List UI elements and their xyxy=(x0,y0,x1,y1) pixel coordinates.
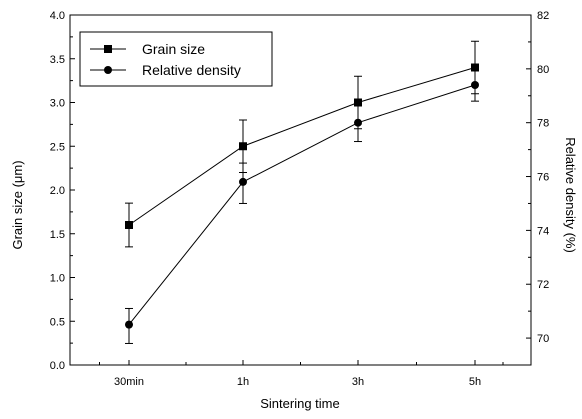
y-right-tick-label: 74 xyxy=(537,225,549,237)
y-right-tick-label: 80 xyxy=(537,64,549,76)
legend-marker-square xyxy=(104,45,112,53)
data-point-circle xyxy=(239,177,247,186)
data-point-circle xyxy=(354,118,362,127)
legend-box xyxy=(79,31,273,87)
y-right-tick-label: 76 xyxy=(537,172,549,184)
data-point-square xyxy=(239,142,247,151)
legend: Grain size Relative density xyxy=(79,31,273,87)
legend-label-grain-size: Grain size xyxy=(142,41,205,57)
y-left-tick-label: 1.0 xyxy=(50,273,65,285)
legend-label-relative-density: Relative density xyxy=(142,62,241,78)
x-tick-label: 30min xyxy=(114,376,144,388)
y-left-tick-label: 1.5 xyxy=(50,229,65,241)
x-axis-title: Sintering time xyxy=(260,396,339,411)
y-right-tick-label: 70 xyxy=(537,333,549,345)
y-right-tick-label: 82 xyxy=(537,10,549,22)
y-left-tick-label: 0.0 xyxy=(50,360,65,372)
y-left-tick-label: 3.5 xyxy=(50,54,65,66)
y-left-tick-label: 2.5 xyxy=(50,141,65,153)
data-point-circle xyxy=(125,320,133,329)
y-right-tick-label: 72 xyxy=(537,279,549,291)
x-tick-label: 1h xyxy=(237,376,249,388)
data-point-circle xyxy=(471,81,479,89)
axes-layer: 0.0 0.5 1.0 1.5 2.0 2.5 3.0 3.5 4.0 70 72 74 76 78 80 8… xyxy=(50,10,550,388)
y-left-tick-label: 2.0 xyxy=(50,185,65,197)
series-layer xyxy=(125,40,479,344)
y-left-tick-label: 4.0 xyxy=(50,10,65,22)
y-left-tick-label: 3.0 xyxy=(50,98,65,110)
data-point-square xyxy=(471,63,479,72)
legend-marker-circle xyxy=(104,66,112,74)
data-point-square xyxy=(125,221,133,229)
x-tick-label: 3h xyxy=(352,376,364,388)
series-line-0 xyxy=(128,67,476,226)
y-axis-left-title: Grain size (μm) xyxy=(10,160,25,249)
y-left-tick-label: 0.5 xyxy=(50,316,65,328)
x-tick-label: 5h xyxy=(469,376,481,388)
data-point-square xyxy=(354,98,362,107)
y-right-tick-label: 78 xyxy=(537,118,549,130)
series-line-1 xyxy=(128,84,476,325)
y-axis-right-title: Relative density (%) xyxy=(563,137,578,253)
